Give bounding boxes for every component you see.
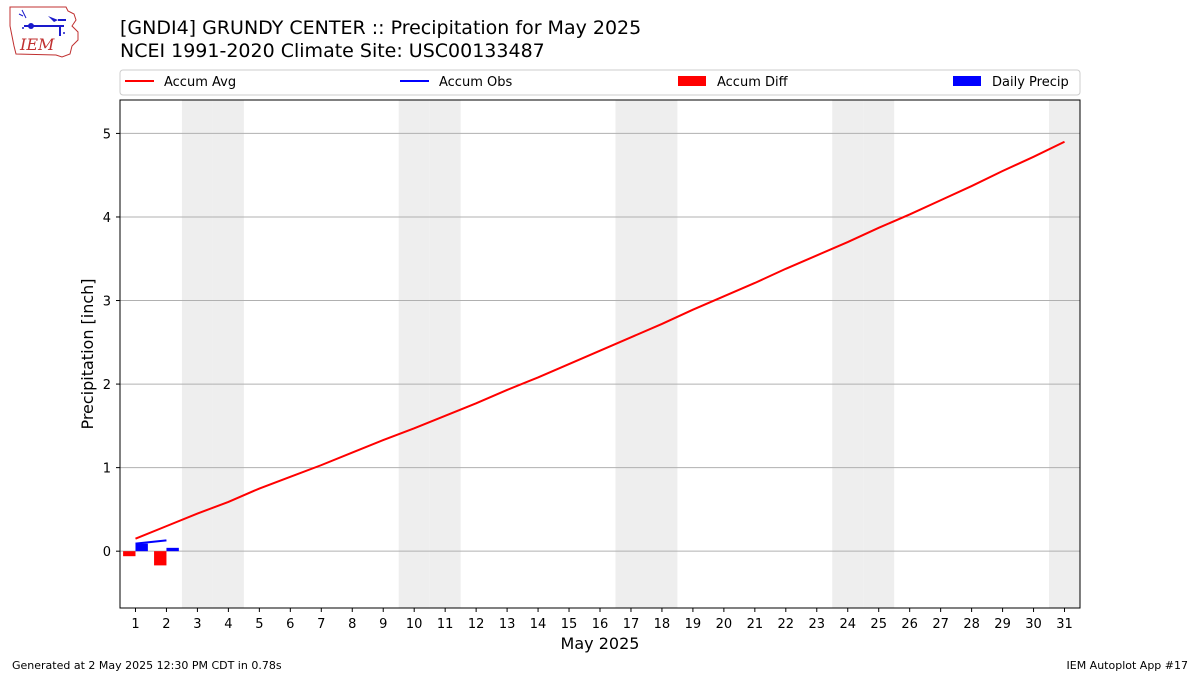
x-tick-label-28: 28 <box>963 617 980 632</box>
y-tick-label-2: 2 <box>103 378 111 393</box>
legend-accum-diff-swatch <box>678 76 706 86</box>
x-tick-label-1: 1 <box>131 617 139 632</box>
legend-daily-precip-label: Daily Precip <box>992 75 1069 90</box>
x-tick-label-17: 17 <box>623 617 640 632</box>
weekend-shade-24 <box>832 100 864 608</box>
accum-avg-line <box>135 140 1065 540</box>
x-axis: 1 2 3 4 5 6 7 8 9 10 11 12 13 14 15 16 17 18 19 20 21 22 23 24 2… <box>131 608 1073 632</box>
x-tick-label-5: 5 <box>255 617 263 632</box>
app-credit: IEM Autoplot App #17 <box>1066 659 1189 672</box>
generated-timestamp: Generated at 2 May 2025 12:30 PM CDT in … <box>12 659 282 672</box>
x-tick-label-27: 27 <box>932 617 949 632</box>
y-tick-label-1: 1 <box>103 462 111 477</box>
daily-precip-bar-1 <box>135 543 148 552</box>
y-tick-label-5: 5 <box>103 127 111 142</box>
x-tick-label-26: 26 <box>901 617 918 632</box>
weekend-shade-4 <box>212 100 244 608</box>
y-tick-label-4: 4 <box>103 211 111 226</box>
daily-precip-bar-2 <box>166 547 179 552</box>
logo-text: IEM <box>19 35 55 54</box>
x-tick-label-6: 6 <box>286 617 294 632</box>
y-tick-label-0: 0 <box>103 545 111 560</box>
x-tick-label-7: 7 <box>317 617 325 632</box>
plot-frame <box>119 99 1081 609</box>
x-tick-label-25: 25 <box>870 617 887 632</box>
weekend-shade-11 <box>429 100 461 608</box>
x-tick-label-20: 20 <box>716 617 733 632</box>
legend-daily-precip-swatch <box>953 76 981 86</box>
bar-series <box>123 543 179 566</box>
x-tick-label-11: 11 <box>437 617 454 632</box>
x-tick-label-30: 30 <box>1025 617 1042 632</box>
x-tick-label-16: 16 <box>592 617 609 632</box>
x-tick-label-23: 23 <box>809 617 826 632</box>
x-tick-label-24: 24 <box>839 617 856 632</box>
x-tick-label-22: 22 <box>778 617 795 632</box>
x-tick-label-19: 19 <box>685 617 702 632</box>
x-tick-label-31: 31 <box>1056 617 1073 632</box>
x-tick-label-21: 21 <box>747 617 764 632</box>
y-axis-label: Precipitation [inch] <box>78 278 97 429</box>
line-series <box>135 140 1065 545</box>
x-tick-label-10: 10 <box>406 617 423 632</box>
x-tick-label-13: 13 <box>499 617 516 632</box>
weekend-shade-17 <box>615 100 647 608</box>
legend-box <box>119 69 1081 96</box>
chart-subtitle: NCEI 1991-2020 Climate Site: USC00133487 <box>120 40 545 62</box>
legend-accum-obs-label: Accum Obs <box>439 75 512 90</box>
legend-accum-diff-label: Accum Diff <box>717 75 789 90</box>
weekend-shade-31 <box>1049 100 1080 608</box>
x-tick-label-14: 14 <box>530 617 547 632</box>
x-tick-label-12: 12 <box>468 617 485 632</box>
chart-title: [GNDI4] GRUNDY CENTER :: Precipitation f… <box>120 17 642 39</box>
weekend-shading <box>181 100 1080 608</box>
x-tick-label-4: 4 <box>224 617 232 632</box>
x-tick-label-8: 8 <box>348 617 356 632</box>
x-axis-label: May 2025 <box>561 634 640 653</box>
legend: Accum Avg Accum Obs Accum Diff Daily Precip <box>119 69 1081 96</box>
weekend-shade-10 <box>398 100 430 608</box>
x-tick-label-3: 3 <box>193 617 201 632</box>
x-tick-label-9: 9 <box>379 617 387 632</box>
x-tick-label-15: 15 <box>561 617 578 632</box>
y-axis: 0 1 2 3 4 5 <box>103 127 120 560</box>
weekend-shade-18 <box>646 100 678 608</box>
y-tick-label-3: 3 <box>103 295 111 310</box>
x-tick-label-2: 2 <box>162 617 170 632</box>
accum-obs-line <box>135 539 167 545</box>
accum-diff-bar-2 <box>154 551 167 566</box>
legend-accum-avg-label: Accum Avg <box>164 75 236 90</box>
accum-diff-bar-1 <box>123 551 136 557</box>
weekend-shade-3 <box>181 100 213 608</box>
x-tick-label-29: 29 <box>994 617 1011 632</box>
iem-logo: IEM <box>8 6 80 62</box>
y-gridlines <box>120 132 1080 552</box>
weekend-shade-25 <box>863 100 895 608</box>
x-tick-label-18: 18 <box>654 617 671 632</box>
